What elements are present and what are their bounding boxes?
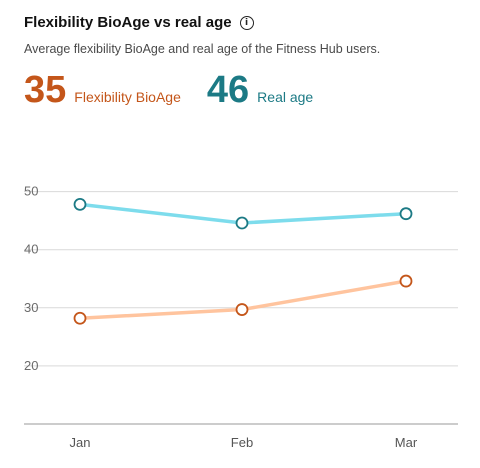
chart-subtitle: Average flexibility BioAge and real age … [24,42,381,56]
title-row: Flexibility BioAge vs real age i [24,14,254,31]
y-tick-label-40: 40 [24,242,38,257]
x-tick-label-jan: Jan [70,435,91,450]
point-flexibility-bioage-jan [73,311,87,325]
y-tick-label-30: 30 [24,300,38,315]
point-flexibility-bioage-feb [235,303,249,316]
point-real-age-mar [399,207,413,221]
kpi-flexibility-bioage: 35 Flexibility BioAge [24,68,181,112]
y-tick-label-20: 20 [24,358,38,373]
kpi-real-age: 46 Real age [207,68,313,112]
y-tick-label-50: 50 [24,184,38,199]
kpi-flexibility-value: 35 [24,69,67,111]
info-icon[interactable]: i [239,15,254,30]
x-tick-label-feb: Feb [231,435,253,450]
kpi-real-age-label: Real age [257,89,314,105]
kpi-flexibility-label: Flexibility BioAge [74,89,181,105]
kpi-real-age-value: 46 [206,69,250,111]
x-tick-label-mar: Mar [395,435,418,450]
point-real-age-feb [235,216,249,230]
point-real-age-jan [73,197,87,211]
kpi-row: 35 Flexibility BioAge 46 Real age [24,68,313,112]
chart-title: Flexibility BioAge vs real age [24,14,232,31]
point-flexibility-bioage-mar [399,274,413,288]
